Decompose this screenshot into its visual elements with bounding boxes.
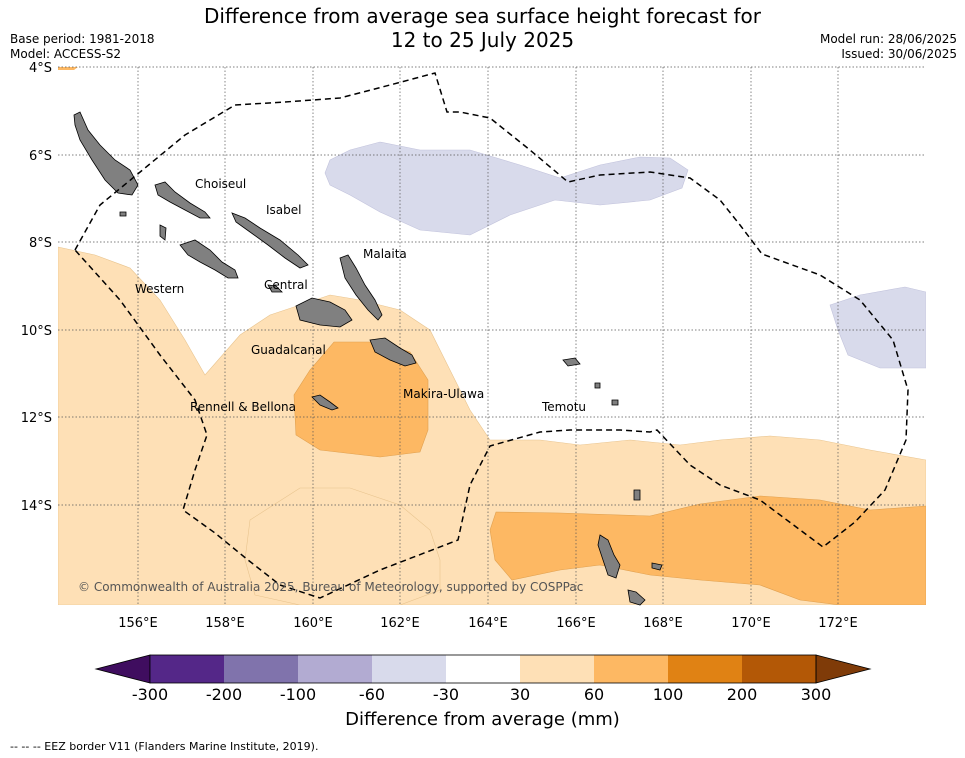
colorbar-segment bbox=[520, 655, 594, 683]
choiseul-island bbox=[154, 181, 211, 219]
colorbar-segment bbox=[372, 655, 446, 683]
small-island bbox=[159, 224, 167, 241]
eez-legend-note: -- -- -- EEZ border V11 (Flanders Marine… bbox=[10, 740, 319, 753]
small-island bbox=[267, 284, 283, 293]
vanuatu-malekula-island bbox=[627, 589, 646, 606]
lat-label: 10°S bbox=[21, 324, 52, 339]
place-label-malaita: Malaita bbox=[363, 247, 407, 261]
anomaly-60-100-region-east bbox=[489, 495, 926, 605]
colorbar-tick: -200 bbox=[206, 685, 242, 704]
lon-label: 168°E bbox=[643, 616, 683, 631]
rennell-island bbox=[311, 394, 339, 411]
colorbar-tick: -300 bbox=[132, 685, 168, 704]
makira-island bbox=[369, 337, 417, 367]
lon-label: 172°E bbox=[818, 616, 858, 631]
colorbar: -300 -200 -100 -60 -30 30 60 100 200 300 bbox=[94, 654, 872, 704]
bougainville-island bbox=[73, 111, 139, 196]
colorbar-arrow-right bbox=[815, 654, 872, 684]
chart-title: Difference from average sea surface heig… bbox=[0, 4, 965, 52]
lat-label: 4°S bbox=[29, 61, 52, 76]
colorbar-tick: 100 bbox=[653, 685, 684, 704]
colorbar-tick: 300 bbox=[801, 685, 832, 704]
model-text: Model: ACCESS-S2 bbox=[10, 47, 122, 61]
isabel-island bbox=[231, 212, 309, 269]
colorbar-segment bbox=[298, 655, 372, 683]
colorbar-tick: 30 bbox=[510, 685, 530, 704]
lon-label: 158°E bbox=[205, 616, 245, 631]
issued-text: Issued: 30/06/2025 bbox=[841, 47, 957, 61]
place-label-isabel: Isabel bbox=[266, 203, 301, 217]
lat-label: 12°S bbox=[21, 411, 52, 426]
title-line-2: 12 to 25 July 2025 bbox=[390, 28, 575, 52]
anomaly-neg30-neg60-region-north bbox=[324, 141, 689, 236]
lon-label: 162°E bbox=[380, 616, 420, 631]
place-label-guadalcanal: Guadalcanal bbox=[251, 343, 326, 357]
lon-labels: 156°E 158°E 160°E 162°E 164°E 166°E 168°… bbox=[118, 616, 858, 631]
lon-label: 170°E bbox=[731, 616, 771, 631]
small-island bbox=[594, 382, 601, 389]
place-label-temotu: Temotu bbox=[541, 400, 586, 414]
lat-labels: 4°S 6°S 8°S 10°S 12°S 14°S bbox=[21, 61, 52, 514]
colorbar-title: Difference from average (mm) bbox=[345, 709, 620, 730]
guadalcanal-island bbox=[295, 297, 353, 328]
small-island bbox=[119, 211, 127, 217]
place-label-makira-ulawa: Makira-Ulawa bbox=[403, 387, 484, 401]
title-line-1: Difference from average sea surface heig… bbox=[203, 4, 762, 28]
anomaly-60-100-region-west bbox=[293, 341, 429, 458]
anomaly-patch-top-left bbox=[58, 67, 78, 70]
place-label-choiseul: Choiseul bbox=[195, 177, 246, 191]
copyright-text: © Commonwealth of Australia 2025, Bureau… bbox=[78, 580, 584, 594]
anomaly-field bbox=[58, 67, 926, 605]
lat-label: 6°S bbox=[29, 149, 52, 164]
colorbar-tick: -100 bbox=[280, 685, 316, 704]
lon-label: 160°E bbox=[293, 616, 333, 631]
place-label-western: Western bbox=[135, 282, 184, 296]
colorbar-segment bbox=[150, 655, 224, 683]
place-labels: Choiseul Isabel Malaita Western Central … bbox=[135, 177, 586, 414]
colorbar-arrow-left bbox=[94, 654, 151, 684]
meta-right: Model run: 28/06/2025 Issued: 30/06/2025 bbox=[820, 32, 957, 62]
lon-label: 164°E bbox=[468, 616, 508, 631]
new-georgia-island bbox=[179, 239, 239, 279]
lat-label: 14°S bbox=[21, 499, 52, 514]
place-label-rennell-bellona: Rennell & Bellona bbox=[190, 400, 296, 414]
small-island bbox=[633, 489, 641, 501]
vanuatu-espiritu-santo-island bbox=[597, 534, 621, 579]
meta-left: Base period: 1981-2018 Model: ACCESS-S2 bbox=[10, 32, 155, 62]
small-island bbox=[611, 399, 619, 406]
santa-cruz-island bbox=[562, 357, 581, 367]
lon-label: 156°E bbox=[118, 616, 158, 631]
small-island bbox=[651, 562, 663, 571]
malaita-island bbox=[339, 254, 383, 321]
base-period-text: Base period: 1981-2018 bbox=[10, 32, 155, 46]
islands bbox=[73, 111, 663, 606]
colorbar-segment bbox=[594, 655, 668, 683]
colorbar-segment bbox=[668, 655, 742, 683]
eez-border bbox=[74, 72, 909, 599]
colorbar-tick: -60 bbox=[359, 685, 385, 704]
colorbar-tick: 200 bbox=[727, 685, 758, 704]
place-label-central: Central bbox=[264, 278, 308, 292]
colorbar-segment bbox=[446, 655, 520, 683]
model-run-text: Model run: 28/06/2025 bbox=[819, 32, 957, 46]
anomaly-neg30-neg60-region-east bbox=[829, 286, 926, 369]
colorbar-tick: -30 bbox=[433, 685, 459, 704]
colorbar-tick: 60 bbox=[584, 685, 604, 704]
gridlines bbox=[58, 66, 926, 605]
lon-label: 166°E bbox=[556, 616, 596, 631]
colorbar-segment bbox=[224, 655, 298, 683]
lat-label: 8°S bbox=[29, 236, 52, 251]
colorbar-segment bbox=[742, 655, 816, 683]
